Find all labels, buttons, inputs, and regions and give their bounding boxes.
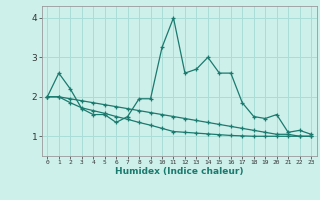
X-axis label: Humidex (Indice chaleur): Humidex (Indice chaleur) — [115, 167, 244, 176]
